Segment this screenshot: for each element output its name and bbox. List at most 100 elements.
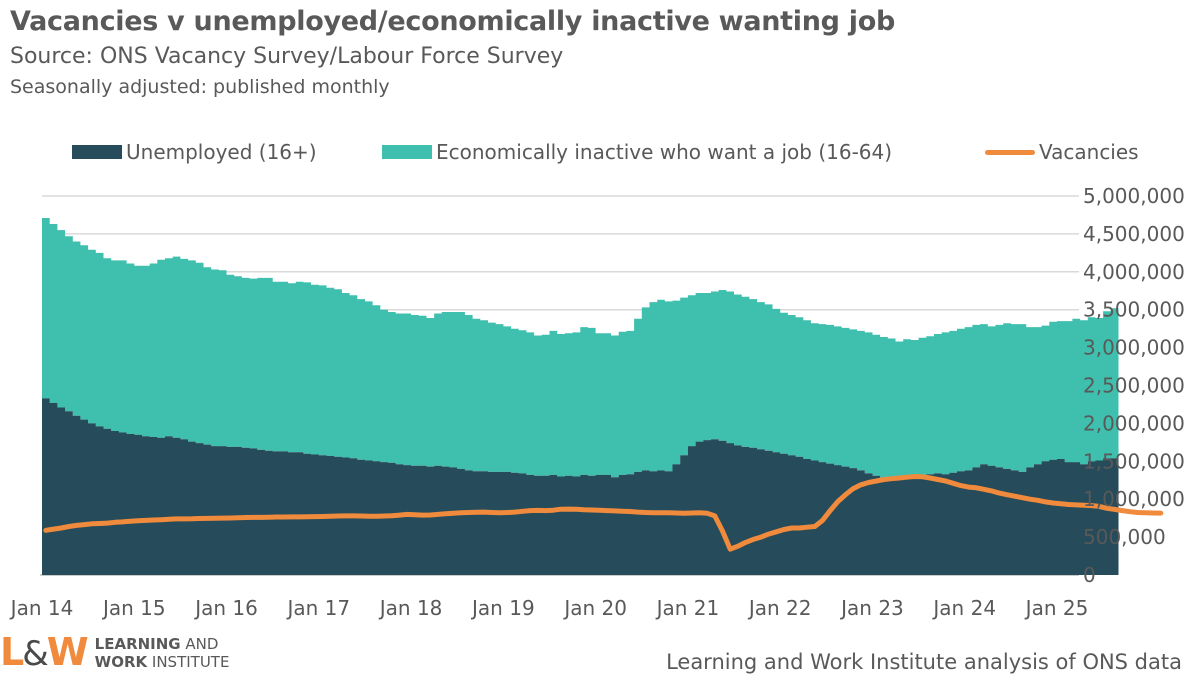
- vacancies-line-swatch-icon: [985, 149, 1035, 155]
- inactive-bar: [557, 334, 565, 477]
- unemployed-bar: [888, 480, 896, 575]
- inactive-bar: [127, 263, 135, 434]
- y-tick-label: 3,500,000: [1083, 298, 1185, 322]
- unemployed-bar: [911, 476, 919, 575]
- unemployed-bar: [826, 464, 834, 575]
- inactive-bar: [157, 260, 165, 438]
- unemployed-bar: [234, 447, 242, 575]
- inactive-swatch-icon: [382, 145, 432, 159]
- chart-note: Seasonally adjusted: published monthly: [10, 76, 390, 98]
- unemployed-bar: [673, 464, 681, 575]
- unemployed-bar: [503, 472, 511, 575]
- unemployed-bar: [57, 407, 65, 575]
- unemployed-bar: [496, 472, 504, 575]
- inactive-bar: [442, 312, 450, 467]
- inactive-bar: [972, 325, 980, 468]
- unemployed-bar: [626, 474, 634, 575]
- inactive-bar: [742, 297, 750, 447]
- y-tick-label: 2,500,000: [1083, 374, 1185, 398]
- inactive-bar: [496, 324, 504, 472]
- inactive-bar: [849, 329, 857, 468]
- unemployed-bar: [396, 464, 404, 575]
- unemployed-bar: [995, 467, 1003, 575]
- inactive-bar: [488, 323, 496, 472]
- inactive-bar: [834, 326, 842, 465]
- y-tick-label: 4,500,000: [1083, 222, 1185, 246]
- inactive-bar: [373, 305, 381, 461]
- unemployed-bar: [596, 475, 604, 575]
- inactive-bar: [565, 333, 573, 476]
- inactive-bar: [1003, 323, 1011, 469]
- unemployed-bar: [988, 466, 996, 575]
- inactive-bar: [519, 330, 527, 473]
- unemployed-bar: [1095, 461, 1103, 575]
- unemployed-bar: [265, 451, 273, 575]
- x-tick-label: Jan 16: [193, 596, 258, 620]
- unemployed-bar: [542, 476, 550, 575]
- inactive-bar: [42, 218, 50, 398]
- inactive-bar: [480, 320, 488, 471]
- inactive-bar: [988, 326, 996, 465]
- inactive-bar: [80, 245, 88, 419]
- unemployed-bar: [419, 466, 427, 575]
- inactive-bar: [603, 333, 611, 475]
- inactive-bar: [550, 331, 558, 475]
- y-tick-label: 2,000,000: [1083, 411, 1185, 435]
- unemployed-bar: [88, 423, 96, 575]
- unemployed-bar: [227, 447, 235, 575]
- vacancies-series: [43, 474, 1164, 552]
- inactive-bar: [942, 332, 950, 474]
- inactive-bar: [227, 275, 235, 447]
- inactive-bar: [111, 260, 119, 431]
- inactive-bar: [250, 279, 258, 449]
- x-tick-label: Jan 25: [1024, 596, 1089, 620]
- inactive-bar: [896, 342, 904, 480]
- inactive-bar: [657, 300, 665, 471]
- inactive-bar: [173, 257, 181, 438]
- unemployed-bar: [1088, 461, 1096, 575]
- unemployed-bar: [780, 454, 788, 575]
- unemployed-bar: [619, 475, 627, 575]
- inactive-bar: [511, 329, 519, 473]
- unemployed-bar: [942, 474, 950, 575]
- unemployed-bar: [972, 467, 980, 575]
- inactive-bar: [257, 278, 265, 450]
- unemployed-bar: [1003, 469, 1011, 575]
- inactive-bar: [965, 327, 973, 470]
- unemployed-bar: [450, 467, 458, 575]
- unemployed-bar: [634, 472, 642, 575]
- inactive-bar: [611, 335, 619, 477]
- unemployed-bar: [919, 475, 927, 575]
- unemployed-bar: [611, 477, 619, 575]
- unemployed-bar: [488, 472, 496, 575]
- inactive-bar: [980, 324, 988, 464]
- unemployed-bar: [880, 479, 888, 575]
- unemployed-bar: [1065, 462, 1073, 575]
- y-axis: 0 500,000 1,000,000 1,500,000 2,000,000 2,500…: [1083, 184, 1185, 587]
- unemployed-bar: [550, 475, 558, 575]
- unemployed-bar: [896, 479, 904, 575]
- y-tick-label: 5,000,000: [1083, 184, 1185, 208]
- inactive-bar: [526, 332, 534, 475]
- y-tick-label: 1,500,000: [1083, 449, 1185, 473]
- inactive-bar: [880, 337, 888, 479]
- unemployed-bar: [565, 476, 573, 575]
- inactive-bar: [995, 325, 1003, 468]
- vacancies-line: [43, 474, 1164, 552]
- inactive-bar: [703, 293, 711, 440]
- chart-source: Source: ONS Vacancy Survey/Labour Force …: [10, 44, 564, 69]
- inactive-bar: [772, 309, 780, 452]
- unemployed-bar: [1111, 458, 1119, 575]
- x-tick-label: Jan 20: [562, 596, 627, 620]
- unemployed-bar: [811, 461, 819, 575]
- unemployed-bar: [588, 476, 596, 575]
- unemployed-bar: [765, 451, 773, 575]
- inactive-bar: [50, 224, 58, 403]
- unemployed-bar: [603, 475, 611, 575]
- unemployed-bar: [296, 452, 304, 575]
- x-tick-label: Jan 15: [101, 596, 166, 620]
- unemployed-bar: [80, 420, 88, 575]
- legend-item-vacancies: Vacancies: [985, 140, 1139, 164]
- unemployed-bar: [188, 442, 196, 575]
- legend-item-unemployed: Unemployed (16+): [72, 140, 317, 164]
